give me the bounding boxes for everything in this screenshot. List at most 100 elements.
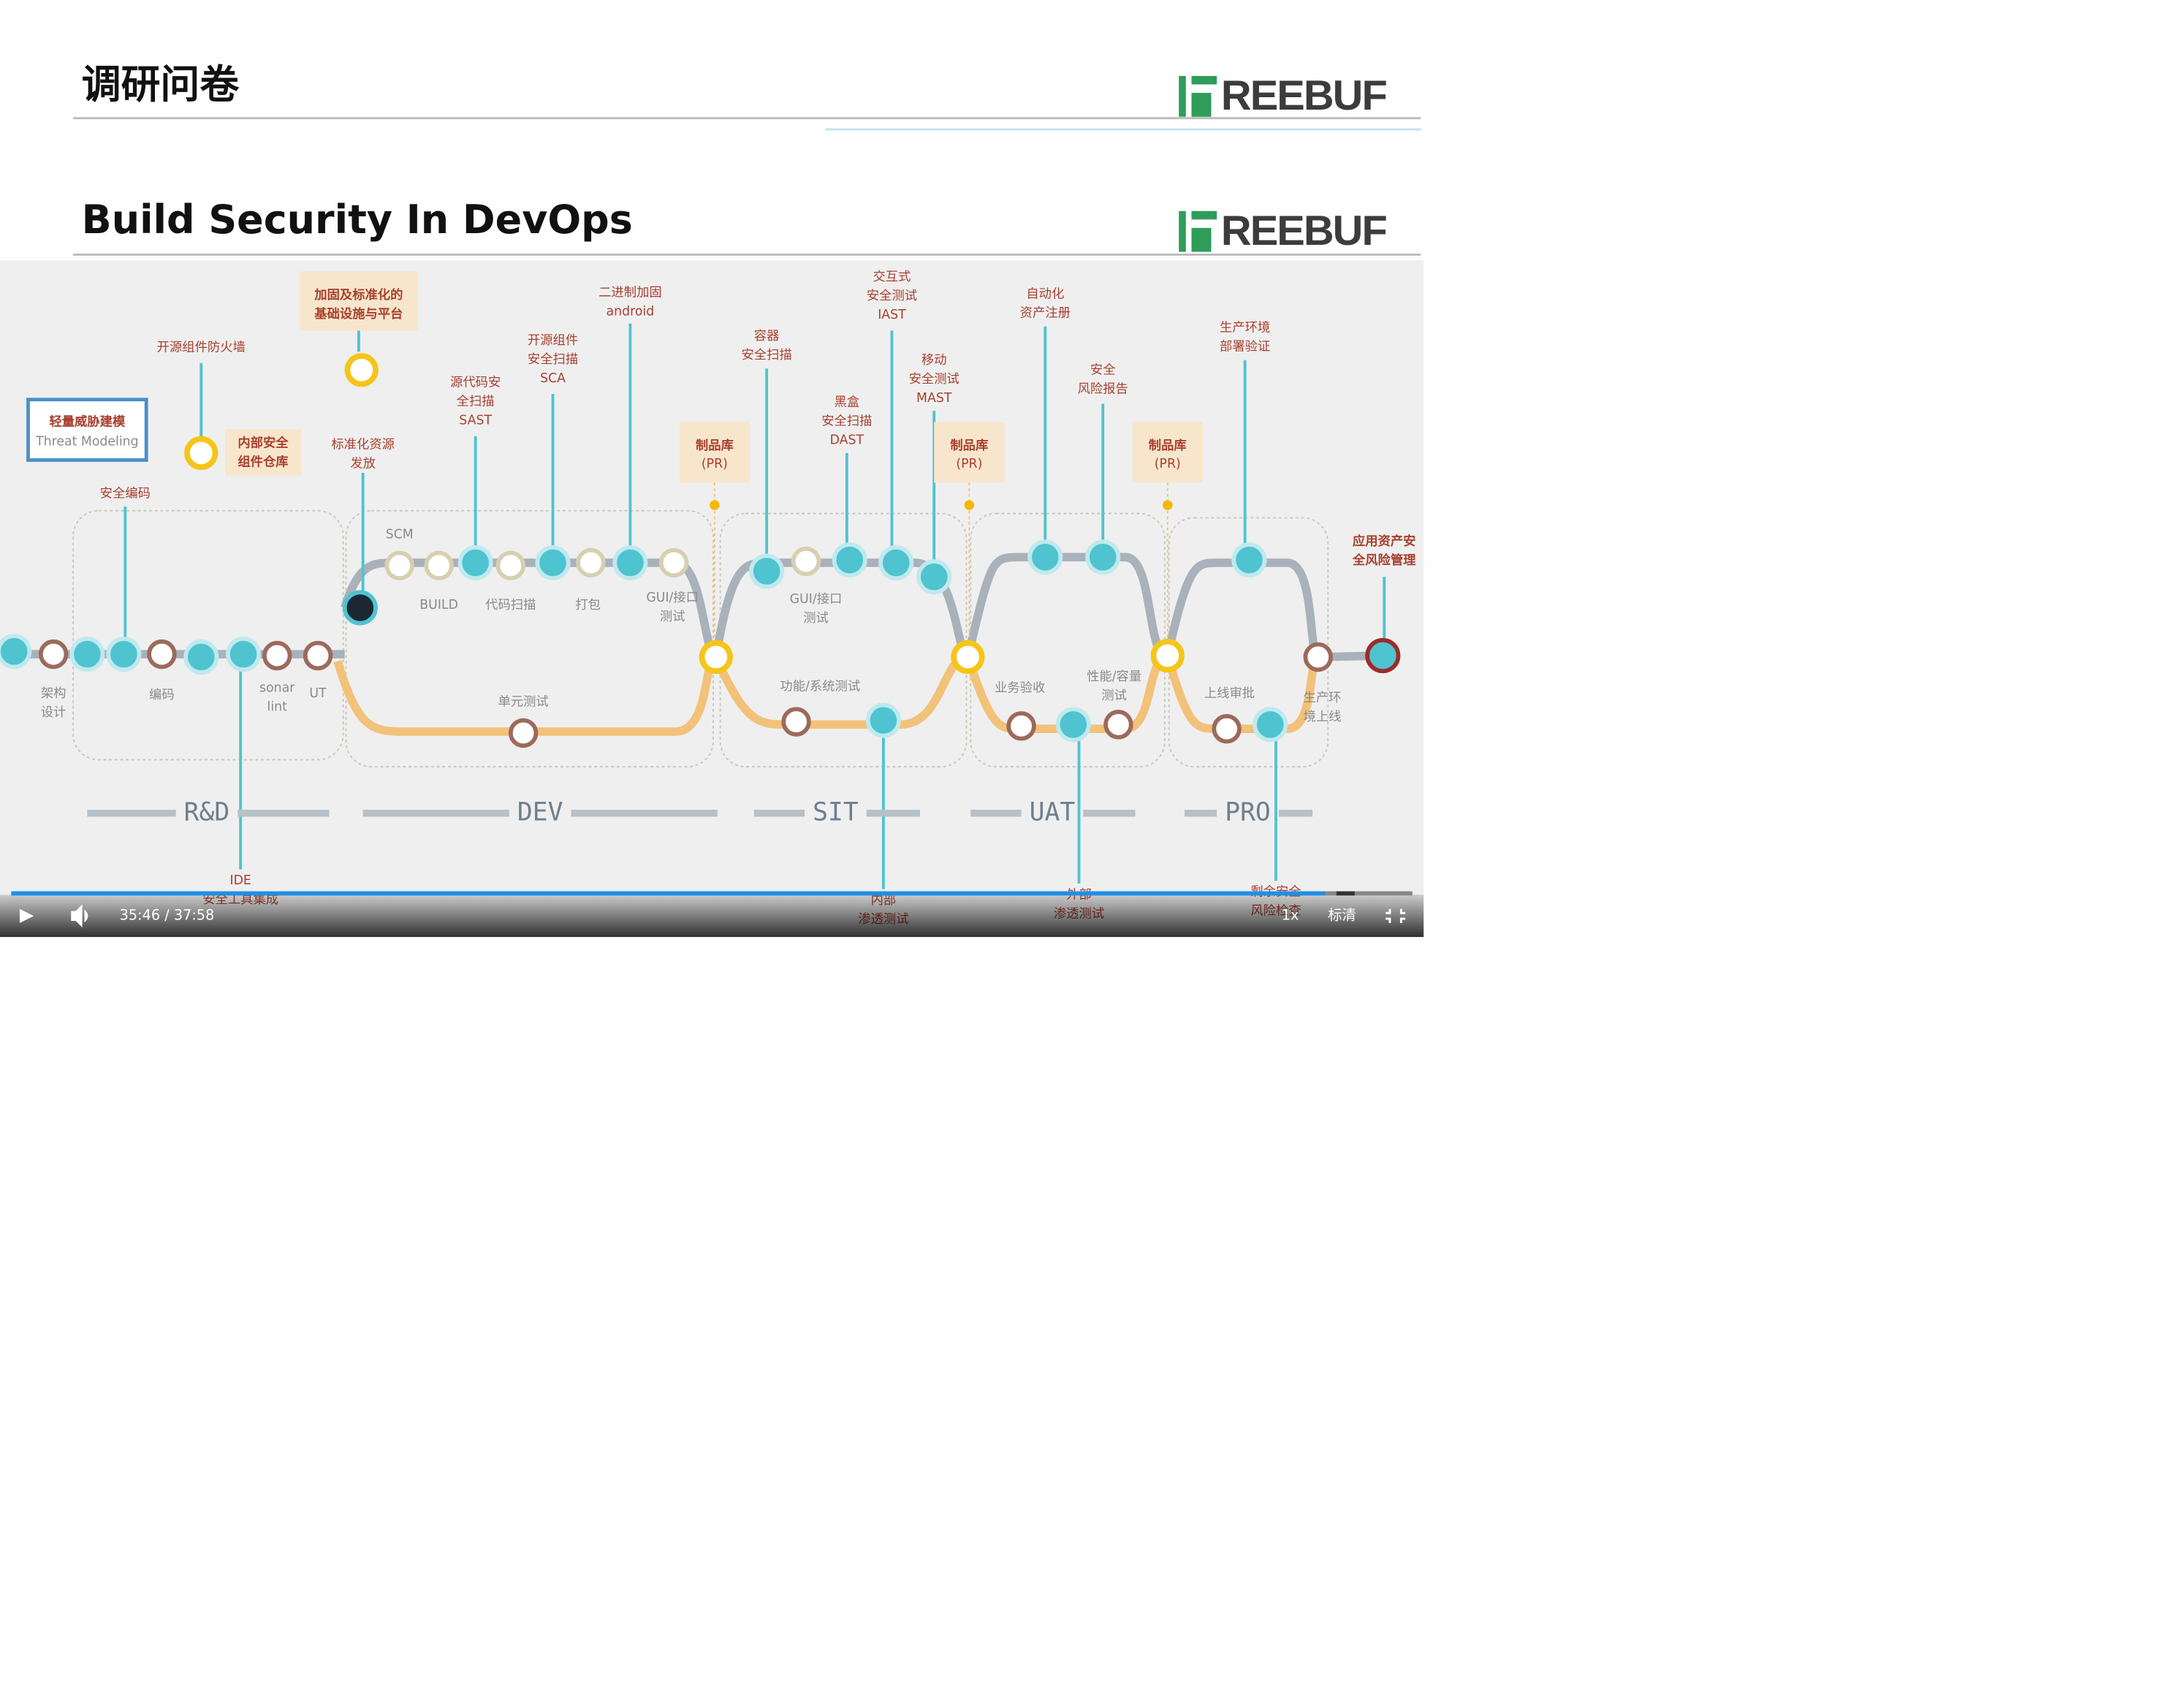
slide-title: Build Security In DevOps [82, 197, 633, 243]
teal-node [457, 544, 493, 581]
gate-node [699, 639, 733, 675]
logo-icon [1191, 93, 1212, 117]
artifact-box [1132, 422, 1203, 483]
teal-node [225, 637, 262, 672]
node-label: 测试 [803, 611, 829, 626]
callout-label: DAST [830, 433, 864, 448]
callout-label: 应用资产安 [1353, 534, 1416, 549]
node-label: UT [309, 686, 327, 701]
gate-node [951, 639, 985, 675]
teal-node [1231, 542, 1267, 578]
artifact-sub: (PR) [702, 457, 728, 471]
callout-label: 自动化 [1026, 286, 1064, 301]
callout-label: 内部安全 [237, 435, 289, 450]
node-label: 性能/容量 [1087, 669, 1141, 684]
callout-label: 资产注册 [1020, 305, 1071, 320]
node-label: sonar [259, 680, 295, 695]
gate-node [344, 353, 379, 387]
ring-node [1006, 711, 1036, 741]
callout-label: 安全扫描 [821, 414, 872, 429]
teal-node [1055, 707, 1091, 743]
end-node [1365, 638, 1401, 674]
logo-icon [1179, 75, 1186, 117]
teal-node [749, 553, 785, 589]
node-label: 设计 [41, 705, 66, 720]
callout-label: 开源组件 [528, 333, 578, 348]
node-label: GUI/接口 [646, 591, 699, 605]
stage-box [345, 509, 714, 768]
teal-node [1027, 539, 1063, 575]
teal-node [1085, 539, 1121, 575]
callout-label: 风险报告 [1078, 382, 1128, 396]
track [712, 558, 970, 661]
ring-node [303, 640, 333, 671]
node-label: 境上线 [1304, 710, 1342, 724]
volume-button[interactable] [71, 904, 88, 928]
track [1163, 558, 1321, 661]
callout-label: 基础设施与平台 [313, 306, 403, 322]
track [333, 653, 718, 736]
stage-box [72, 509, 344, 761]
fullscreen-button[interactable] [1386, 908, 1406, 923]
node-label: SCM [386, 528, 414, 542]
callout-label: 安全测试 [909, 372, 959, 387]
track [963, 553, 1169, 661]
artifact-box [934, 422, 1005, 483]
teal-node [183, 639, 219, 675]
callout-label: IDE [229, 873, 251, 888]
callout-label: android [607, 304, 655, 319]
teal-node [865, 702, 901, 738]
node-label: 代码扫描 [485, 598, 536, 612]
phase-label: UAT [1030, 798, 1076, 827]
artifact-sub: (PR) [956, 457, 982, 471]
artifact-title: 制品库 [1149, 438, 1187, 453]
node-label: lint [267, 699, 288, 714]
teal-node [0, 634, 32, 669]
callout-label: 部署验证 [1220, 340, 1270, 354]
stage-box [719, 512, 968, 768]
callout-label: 安全编码 [100, 487, 151, 501]
node-label: 功能/系统测试 [780, 679, 860, 694]
callout-label: 安全扫描 [742, 348, 792, 363]
quality-button[interactable]: 标清 [1328, 907, 1356, 924]
node-label: 测试 [660, 610, 685, 624]
callout-label: 开源组件防火墙 [157, 340, 246, 354]
callout-label: 安全 [1090, 363, 1116, 377]
ring-node [508, 718, 539, 748]
play-button[interactable] [19, 908, 34, 923]
callout-label: 源代码安 [450, 376, 501, 390]
control-bar [0, 895, 1424, 938]
speed-button[interactable]: 1x [1282, 907, 1299, 924]
dot [710, 500, 720, 510]
teal-node [535, 544, 571, 581]
callout-label: 发放 [350, 456, 376, 471]
callout-label: 加固及标准化的 [313, 287, 403, 303]
logo-icon [1191, 75, 1217, 85]
scm-node [342, 590, 378, 626]
callout-label: 全风险管理 [1352, 553, 1416, 568]
gate-node [184, 436, 218, 470]
time-display: 35:46 / 37:58 [120, 907, 215, 924]
ring-node [1212, 713, 1242, 744]
logo-icon [1191, 227, 1212, 252]
artifact-title: 制品库 [950, 438, 988, 453]
ring-node [1303, 642, 1333, 672]
ring-node [658, 547, 689, 578]
teal-node [832, 542, 867, 578]
callout-box [300, 271, 418, 331]
ring-node [576, 547, 606, 578]
teal-node [69, 637, 105, 672]
node-label: 业务验收 [995, 680, 1045, 695]
ring-node [262, 640, 292, 671]
node-label: 上线审批 [1204, 686, 1255, 701]
ring-node [791, 546, 821, 577]
threat-model-subtitle: Threat Modeling [35, 434, 139, 449]
callout-label: 全扫描 [457, 395, 495, 409]
callout-label: 安全扫描 [528, 352, 578, 367]
artifact-sub: (PR) [1155, 457, 1181, 471]
video-player-controls: 35:46 / 37:58 1x 标清 [0, 891, 1424, 938]
logo-icon [1179, 210, 1186, 252]
diagram: 开源组件防火墙加固及标准化的基础设施与平台内部安全组件仓库标准化资源发放安全编码… [0, 270, 1416, 927]
callout-label: SCA [540, 371, 566, 386]
